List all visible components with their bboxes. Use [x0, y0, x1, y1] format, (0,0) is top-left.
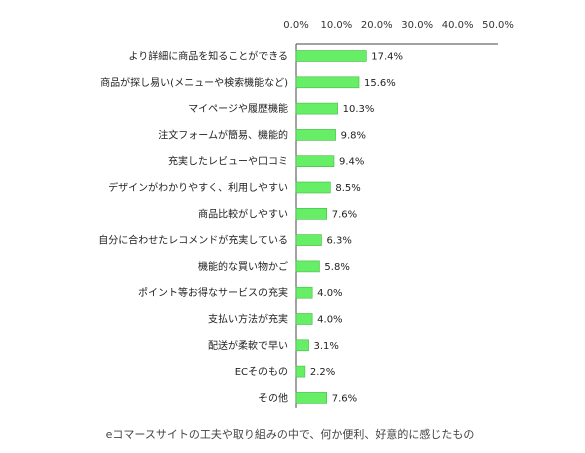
value-labels: 17.4% 15.6% 10.3% 9.8% 9.4% 8.5% 7.6% 6.3% 5.8% 4… [310, 52, 403, 405]
category-label: マイページや履歴機能 [188, 102, 288, 115]
value-label: 3.1% [314, 341, 339, 352]
value-label: 7.6% [332, 393, 357, 404]
bar [295, 208, 328, 220]
value-label: 5.8% [324, 262, 349, 273]
category-label: ECそのもの [235, 366, 288, 378]
value-label: 15.6% [364, 78, 396, 89]
value-label: 2.2% [310, 367, 335, 378]
value-label: 10.3% [343, 104, 375, 115]
value-label: 17.4% [371, 52, 403, 63]
category-label: ポイント等お得なサービスの充実 [138, 286, 288, 299]
x-tick-label: 0.0% [283, 20, 308, 31]
bar [295, 50, 367, 62]
bar [295, 234, 322, 246]
bar [295, 181, 331, 194]
category-label: 商品が探し易い(メニューや検索機能など) [100, 76, 288, 89]
category-label: 自分に合わせたレコメンドが充実している [98, 234, 288, 247]
category-label: デザインがわかりやすく、利用しやすい [108, 181, 288, 194]
value-label: 9.4% [339, 157, 364, 168]
category-label: 機能的な買い物かご [198, 260, 288, 273]
bar [295, 102, 338, 115]
x-tick-label: 50.0% [482, 20, 514, 31]
value-label: 4.0% [317, 315, 342, 326]
category-label: 注文フォームが簡易、機能的 [158, 128, 288, 141]
value-label: 8.5% [335, 183, 360, 194]
category-label: その他 [258, 391, 288, 404]
chart-caption: eコマースサイトの工夫や取り組みの中で、何か便利、好意的に感じたもの [106, 427, 475, 441]
bar [295, 129, 336, 141]
x-tick-label: 10.0% [321, 20, 353, 31]
bar [295, 365, 306, 378]
bar [295, 286, 313, 299]
bars [295, 50, 367, 404]
value-label: 6.3% [326, 236, 351, 247]
category-label: 配送が柔軟で早い [208, 339, 288, 352]
bar [295, 155, 335, 167]
value-label: 9.8% [341, 130, 366, 141]
value-label: 4.0% [317, 288, 342, 299]
category-label: 充実したレビューや口コミ [168, 155, 288, 168]
bar [295, 392, 328, 404]
bar [295, 313, 313, 325]
category-label: 商品比較がしやすい [198, 207, 288, 220]
bar [295, 76, 360, 89]
category-label: 支払い方法が充実 [208, 313, 288, 326]
bar [295, 339, 309, 352]
x-tick-label: 20.0% [361, 20, 393, 31]
x-tick-label: 40.0% [442, 20, 474, 31]
x-tick-label: 30.0% [401, 20, 433, 31]
category-label: より詳細に商品を知ることができる [128, 50, 288, 63]
value-label: 7.6% [332, 209, 357, 220]
bar [295, 260, 320, 273]
